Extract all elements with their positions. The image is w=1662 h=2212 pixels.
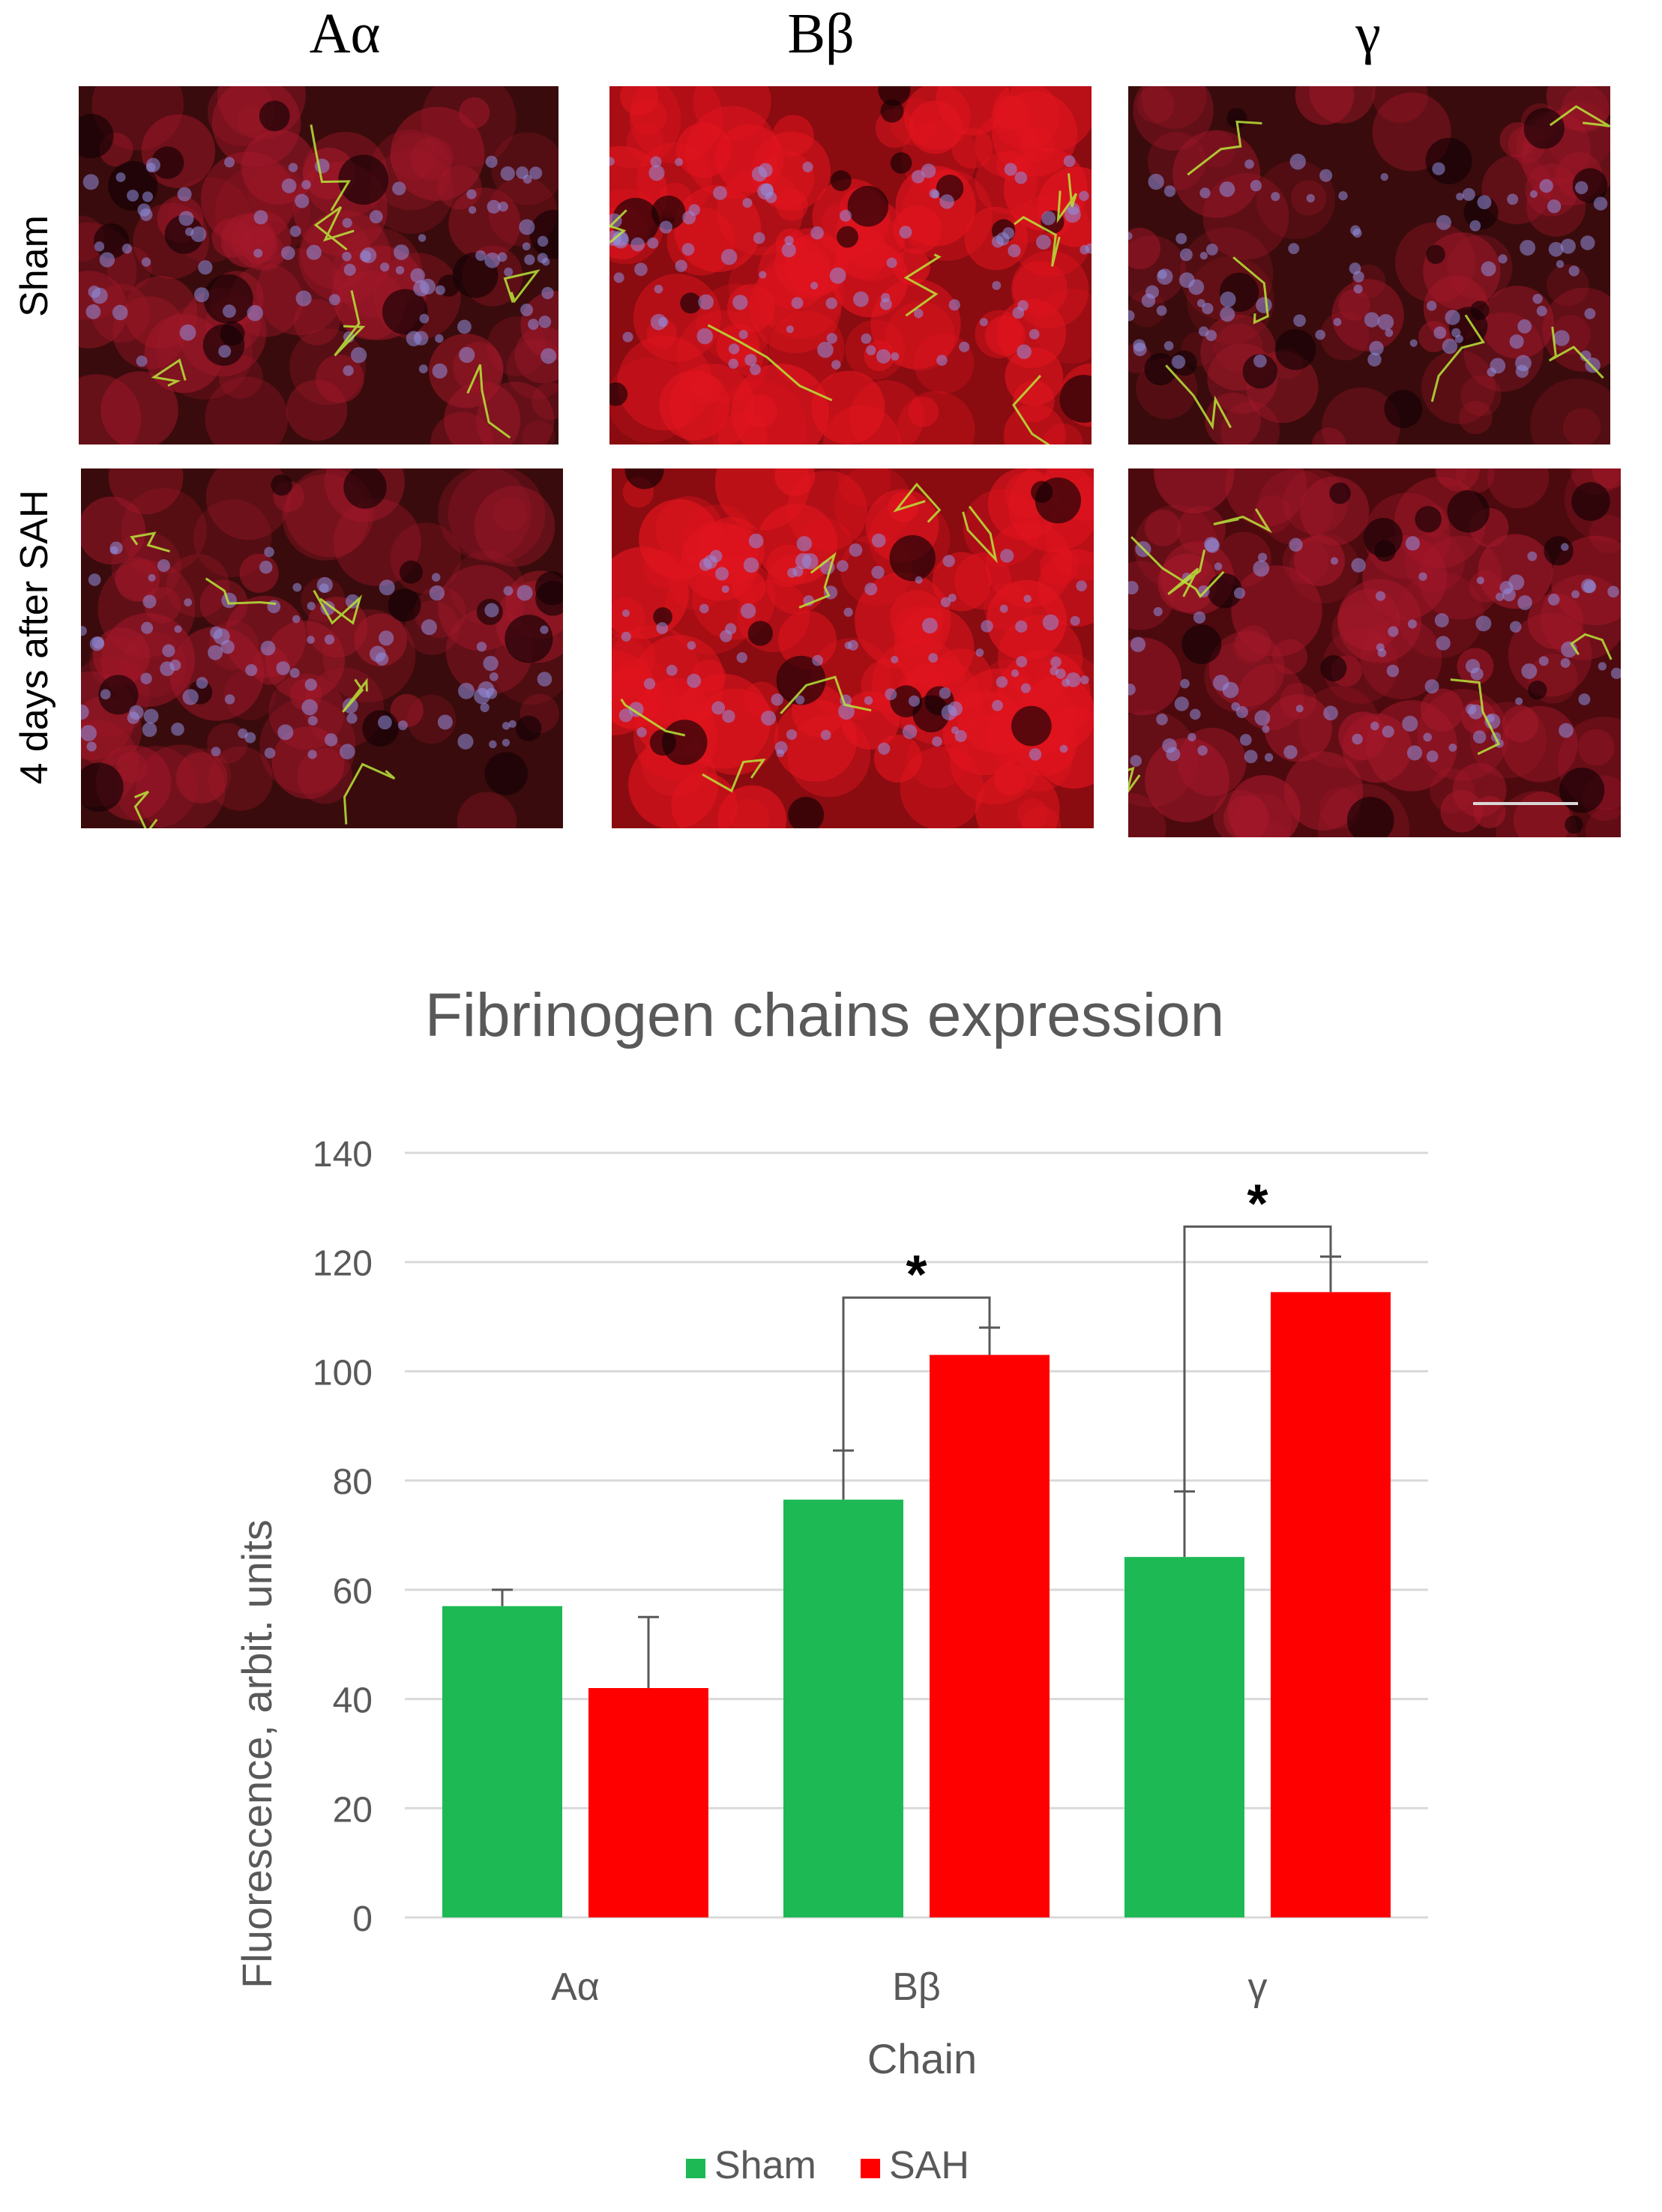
y-tick-label: 40 [333,1681,373,1721]
y-tick-label: 140 [313,1135,373,1175]
bar-sah-1 [930,1354,1050,1917]
column-title-gamma: γ [1355,2,1381,65]
y-axis-label: Fluorescence, arbit. units [233,1519,280,1989]
column-title-a-alpha: Aα [309,2,381,65]
row-label-sham: Sham [13,215,56,317]
micrograph-sham-a-alpha [79,86,558,444]
legend: Sham SAH [686,2144,969,2187]
significance-bracket [842,1296,991,1451]
legend-label-sah: SAH [889,2144,969,2187]
y-tick-label: 0 [352,1899,373,1939]
legend-swatch-sah [861,2159,880,2178]
column-title-b-beta: Bβ [787,2,855,65]
bar-sham-1 [783,1499,903,1917]
y-tick-label: 80 [333,1462,373,1502]
significance-bracket [1183,1225,1332,1492]
x-axis-label: Chain [867,2035,977,2082]
x-tick-label: Bβ [892,1965,941,2009]
x-tick-label: Aα [551,1965,600,2009]
micrograph-sah-b-beta [612,468,1094,828]
row-label-sah: 4 days after SAH [13,489,56,785]
y-tick-label: 100 [313,1353,373,1393]
legend-label-sham: Sham [714,2144,816,2187]
bar-sah-0 [588,1688,708,1917]
bar-chart: Fibrinogen chains expression 0 20 40 60 80 10… [233,981,1428,2187]
legend-swatch-sham [686,2159,705,2178]
bar-sah-2 [1271,1292,1391,1917]
x-tick-label: γ [1248,1965,1268,2009]
y-tick-label: 60 [333,1572,373,1612]
bar-sham-2 [1124,1557,1244,1917]
significance-star: * [1247,1174,1268,1234]
micrograph-sah-gamma [1128,468,1621,837]
y-tick-label: 20 [333,1790,373,1830]
micrograph-sham-b-beta [609,86,1092,444]
y-tick-label: 120 [313,1244,373,1284]
micrograph-sham-gamma [1128,86,1610,444]
significance-star: * [906,1245,927,1305]
scale-bar [1473,802,1578,805]
chart-title: Fibrinogen chains expression [425,981,1225,1049]
bar-sham-0 [442,1606,562,1917]
micrograph-sah-a-alpha [81,468,563,828]
